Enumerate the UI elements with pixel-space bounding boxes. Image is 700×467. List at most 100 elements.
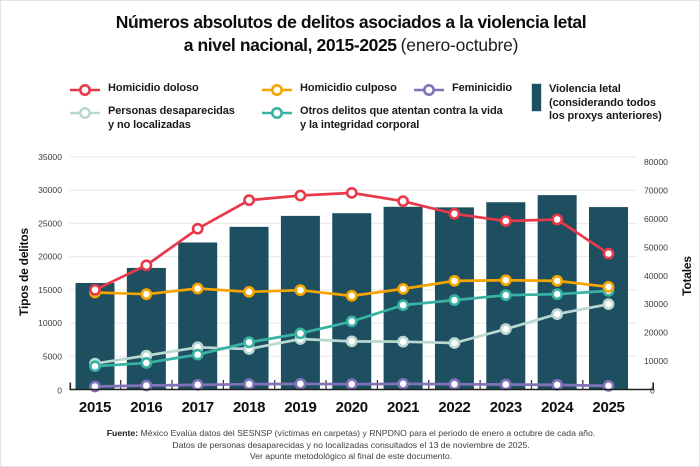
homicidio-doloso-marker-2021 bbox=[397, 195, 409, 208]
left-tick-label: 15000 bbox=[38, 285, 62, 295]
feminicidio-marker-2020 bbox=[345, 378, 358, 391]
x-label-2020: 2020 bbox=[336, 399, 368, 416]
desaparecidas-marker-2022 bbox=[448, 337, 461, 349]
feminicidio-marker-2023 bbox=[499, 378, 512, 391]
homicidio-doloso-marker-2019 bbox=[294, 189, 307, 202]
x-label-2017: 2017 bbox=[182, 399, 214, 416]
feminicidio-marker-2025 bbox=[602, 379, 615, 392]
chart-title-line1: Números absolutos de delitos asociados a… bbox=[115, 12, 587, 32]
line-marker-icon bbox=[261, 83, 293, 102]
homicidio-culposo-marker-2016 bbox=[140, 288, 153, 301]
otros-delitos-marker-2015 bbox=[89, 360, 101, 373]
right-tick-label: 70000 bbox=[644, 185, 668, 195]
right-tick-label: 30000 bbox=[644, 299, 668, 309]
legend-item-personas-desaparecidas: Personas desaparecidas y no localizadas bbox=[69, 105, 235, 132]
homicidio-culposo-marker-2022 bbox=[448, 274, 461, 287]
otros-delitos-marker-2021 bbox=[397, 299, 409, 312]
otros-delitos-marker-2019 bbox=[294, 327, 307, 340]
homicidio-doloso-marker-2022 bbox=[448, 207, 461, 220]
line-marker-icon bbox=[261, 106, 293, 125]
homicidio-culposo-marker-2018 bbox=[243, 285, 255, 298]
source-note: Fuente: México Evalúa datos del SESNSP (… bbox=[1, 428, 699, 463]
legend-label: Violencia letal (considerando todos los … bbox=[549, 83, 662, 122]
x-label-2015: 2015 bbox=[79, 399, 111, 416]
x-label-2019: 2019 bbox=[284, 399, 316, 416]
desaparecidas-marker-2023 bbox=[499, 323, 512, 335]
bar-2017 bbox=[178, 242, 218, 390]
desaparecidas-marker-2025 bbox=[602, 298, 615, 311]
homicidio-doloso-marker-2025 bbox=[602, 247, 615, 260]
homicidio-culposo-marker-2019 bbox=[294, 284, 307, 297]
x-label-2023: 2023 bbox=[490, 399, 522, 416]
right-tick-label: 10000 bbox=[644, 356, 668, 366]
feminicidio-marker-2019 bbox=[294, 377, 307, 390]
x-label-2016: 2016 bbox=[130, 399, 162, 416]
chart-title: Números absolutos de delitos asociados a… bbox=[1, 11, 699, 57]
desaparecidas-marker-2021 bbox=[397, 335, 409, 348]
bar-2018 bbox=[229, 226, 269, 390]
homicidio-doloso-marker-2018 bbox=[243, 194, 255, 207]
feminicidio-marker-2024 bbox=[551, 378, 564, 391]
otros-delitos-marker-2020 bbox=[345, 315, 358, 328]
left-tick-label: 25000 bbox=[38, 218, 62, 228]
legend-label: Otros delitos que atentan contra la vida… bbox=[300, 105, 503, 131]
bar-2019 bbox=[280, 215, 320, 390]
otros-delitos-marker-2022 bbox=[448, 294, 461, 307]
legend-label: Homicidio culposo bbox=[300, 82, 397, 94]
left-tick-label: 10000 bbox=[38, 318, 62, 328]
otros-delitos-marker-2016 bbox=[140, 357, 153, 369]
homicidio-doloso-marker-2024 bbox=[551, 213, 564, 226]
desaparecidas-marker-2024 bbox=[551, 308, 564, 321]
otros-delitos-marker-2024 bbox=[551, 288, 564, 301]
x-label-2025: 2025 bbox=[592, 399, 624, 416]
line-marker-icon bbox=[69, 83, 101, 102]
legend-label: Personas desaparecidas y no localizadas bbox=[108, 105, 235, 131]
legend-item-homicidio-culposo: Homicidio culposo bbox=[261, 82, 397, 102]
line-marker-icon bbox=[413, 83, 445, 102]
right-tick-label: 40000 bbox=[644, 271, 668, 281]
legend-label: Homicidio doloso bbox=[108, 82, 199, 94]
homicidio-culposo-marker-2017 bbox=[191, 282, 204, 295]
homicidio-culposo-marker-2025 bbox=[602, 280, 615, 293]
homicidio-culposo-marker-2023 bbox=[499, 274, 512, 287]
left-tick-label: 20000 bbox=[38, 252, 62, 262]
homicidio-doloso-marker-2015 bbox=[89, 283, 101, 296]
violencia-letal-swatch bbox=[531, 83, 542, 112]
source-line-2: Datos de personas desaparecidas y no loc… bbox=[172, 439, 530, 450]
homicidio-doloso-marker-2020 bbox=[345, 186, 358, 199]
desaparecidas-marker-2020 bbox=[345, 335, 358, 348]
homicidio-doloso-marker-2016 bbox=[140, 259, 153, 272]
bar-2015 bbox=[75, 283, 115, 390]
feminicidio-marker-2018 bbox=[243, 378, 255, 391]
homicidio-culposo-marker-2024 bbox=[551, 274, 564, 287]
x-label-2021: 2021 bbox=[387, 399, 419, 416]
source-line-1: Fuente: México Evalúa datos del SESNSP (… bbox=[106, 428, 596, 438]
otros-delitos-marker-2023 bbox=[499, 289, 512, 302]
left-tick-label: 5000 bbox=[43, 351, 62, 361]
bar-2016 bbox=[126, 267, 166, 390]
feminicidio-marker-2022 bbox=[448, 378, 461, 391]
legend-item-homicidio-doloso: Homicidio doloso bbox=[69, 82, 199, 102]
homicidio-doloso-marker-2023 bbox=[499, 215, 512, 228]
legend-item-violencia-letal: Violencia letal (considerando todos los … bbox=[531, 83, 662, 124]
source-line-3: Ver apunte metodológico al final de este… bbox=[249, 451, 453, 461]
left-tick-label: 30000 bbox=[38, 185, 62, 195]
legend-item-feminicidio: Feminicidio bbox=[413, 82, 512, 102]
x-label-2022: 2022 bbox=[438, 399, 470, 416]
otros-delitos-marker-2017 bbox=[191, 348, 204, 361]
homicidio-culposo-marker-2020 bbox=[345, 289, 358, 302]
right-tick-label: 20000 bbox=[644, 328, 668, 338]
right-tick-label: 60000 bbox=[644, 214, 668, 224]
otros-delitos-marker-2018 bbox=[243, 336, 255, 349]
legend-label: Feminicidio bbox=[452, 82, 513, 94]
right-tick-label: 50000 bbox=[644, 242, 668, 252]
feminicidio-marker-2021 bbox=[397, 377, 409, 390]
legend-item-otros-delitos: Otros delitos que atentan contra la vida… bbox=[261, 105, 503, 132]
left-tick-label: 35000 bbox=[38, 152, 62, 162]
bar-2021 bbox=[383, 206, 423, 390]
right-tick-label: 0 bbox=[650, 386, 655, 396]
homicidio-culposo-marker-2021 bbox=[397, 282, 409, 295]
homicidio-doloso-marker-2017 bbox=[191, 222, 204, 235]
left-tick-label: 0 bbox=[57, 386, 62, 396]
